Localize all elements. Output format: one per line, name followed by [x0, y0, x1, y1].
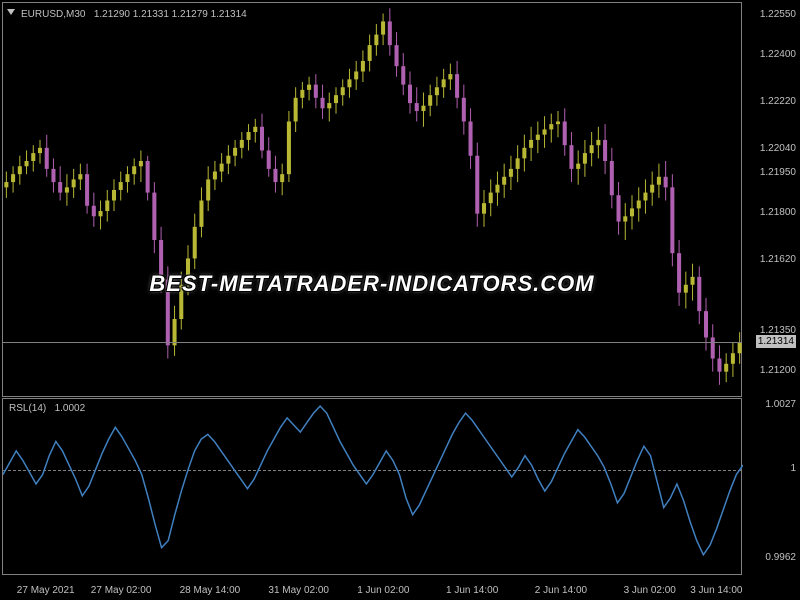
candlestick-svg — [3, 3, 743, 398]
y-tick-label: 1.22220 — [760, 96, 796, 107]
symbol-label: EURUSD,M30 — [21, 9, 85, 20]
y-tick-label: 1.21800 — [760, 207, 796, 218]
x-tick-label: 31 May 02:00 — [268, 585, 329, 596]
main-price-chart[interactable]: EURUSD,M30 1.21290 1.21331 1.21279 1.213… — [2, 2, 742, 397]
indicator-label: RSL(14) 1.0002 — [9, 403, 85, 414]
y-tick-label: 1 — [790, 463, 796, 474]
chart-container: EURUSD,M30 1.21290 1.21331 1.21279 1.213… — [0, 0, 800, 600]
ohlc-label: 1.21290 1.21331 1.21279 1.21314 — [94, 9, 247, 20]
y-tick-label: 1.0027 — [765, 399, 796, 410]
chart-header: EURUSD,M30 1.21290 1.21331 1.21279 1.213… — [21, 9, 247, 20]
indicator-chart[interactable]: RSL(14) 1.0002 — [2, 398, 742, 575]
x-tick-label: 27 May 02:00 — [91, 585, 152, 596]
x-tick-label: 28 May 14:00 — [180, 585, 241, 596]
chart-menu-icon[interactable] — [7, 9, 15, 15]
y-axis-indicator: 1.0027 1 0.9962 — [744, 398, 798, 575]
y-tick-label: 0.9962 — [765, 552, 796, 563]
y-tick-label: 1.21350 — [760, 325, 796, 336]
watermark: BEST-METATRADER-INDICATORS.COM — [149, 271, 594, 297]
y-tick-label: 1.22040 — [760, 143, 796, 154]
indicator-name: RSL(14) — [9, 403, 46, 414]
x-tick-label: 27 May 2021 — [17, 585, 75, 596]
y-tick-label: 1.21950 — [760, 167, 796, 178]
y-tick-label: 1.22400 — [760, 49, 796, 60]
x-tick-label: 3 Jun 14:00 — [690, 585, 742, 596]
x-tick-label: 1 Jun 02:00 — [357, 585, 409, 596]
x-axis: 27 May 2021 27 May 02:00 28 May 14:00 31 Ma… — [2, 576, 742, 598]
indicator-svg — [3, 399, 743, 576]
x-tick-label: 3 Jun 02:00 — [624, 585, 676, 596]
y-axis-main: 1.22550 1.22400 1.22220 1.22040 1.21950 1.218… — [744, 2, 798, 397]
y-tick-label: 1.22550 — [760, 9, 796, 20]
y-tick-label: 1.21620 — [760, 254, 796, 265]
current-price-line — [3, 342, 741, 343]
x-tick-label: 2 Jun 14:00 — [535, 585, 587, 596]
y-tick-label: 1.21200 — [760, 365, 796, 376]
indicator-value: 1.0002 — [55, 403, 86, 414]
x-tick-label: 1 Jun 14:00 — [446, 585, 498, 596]
